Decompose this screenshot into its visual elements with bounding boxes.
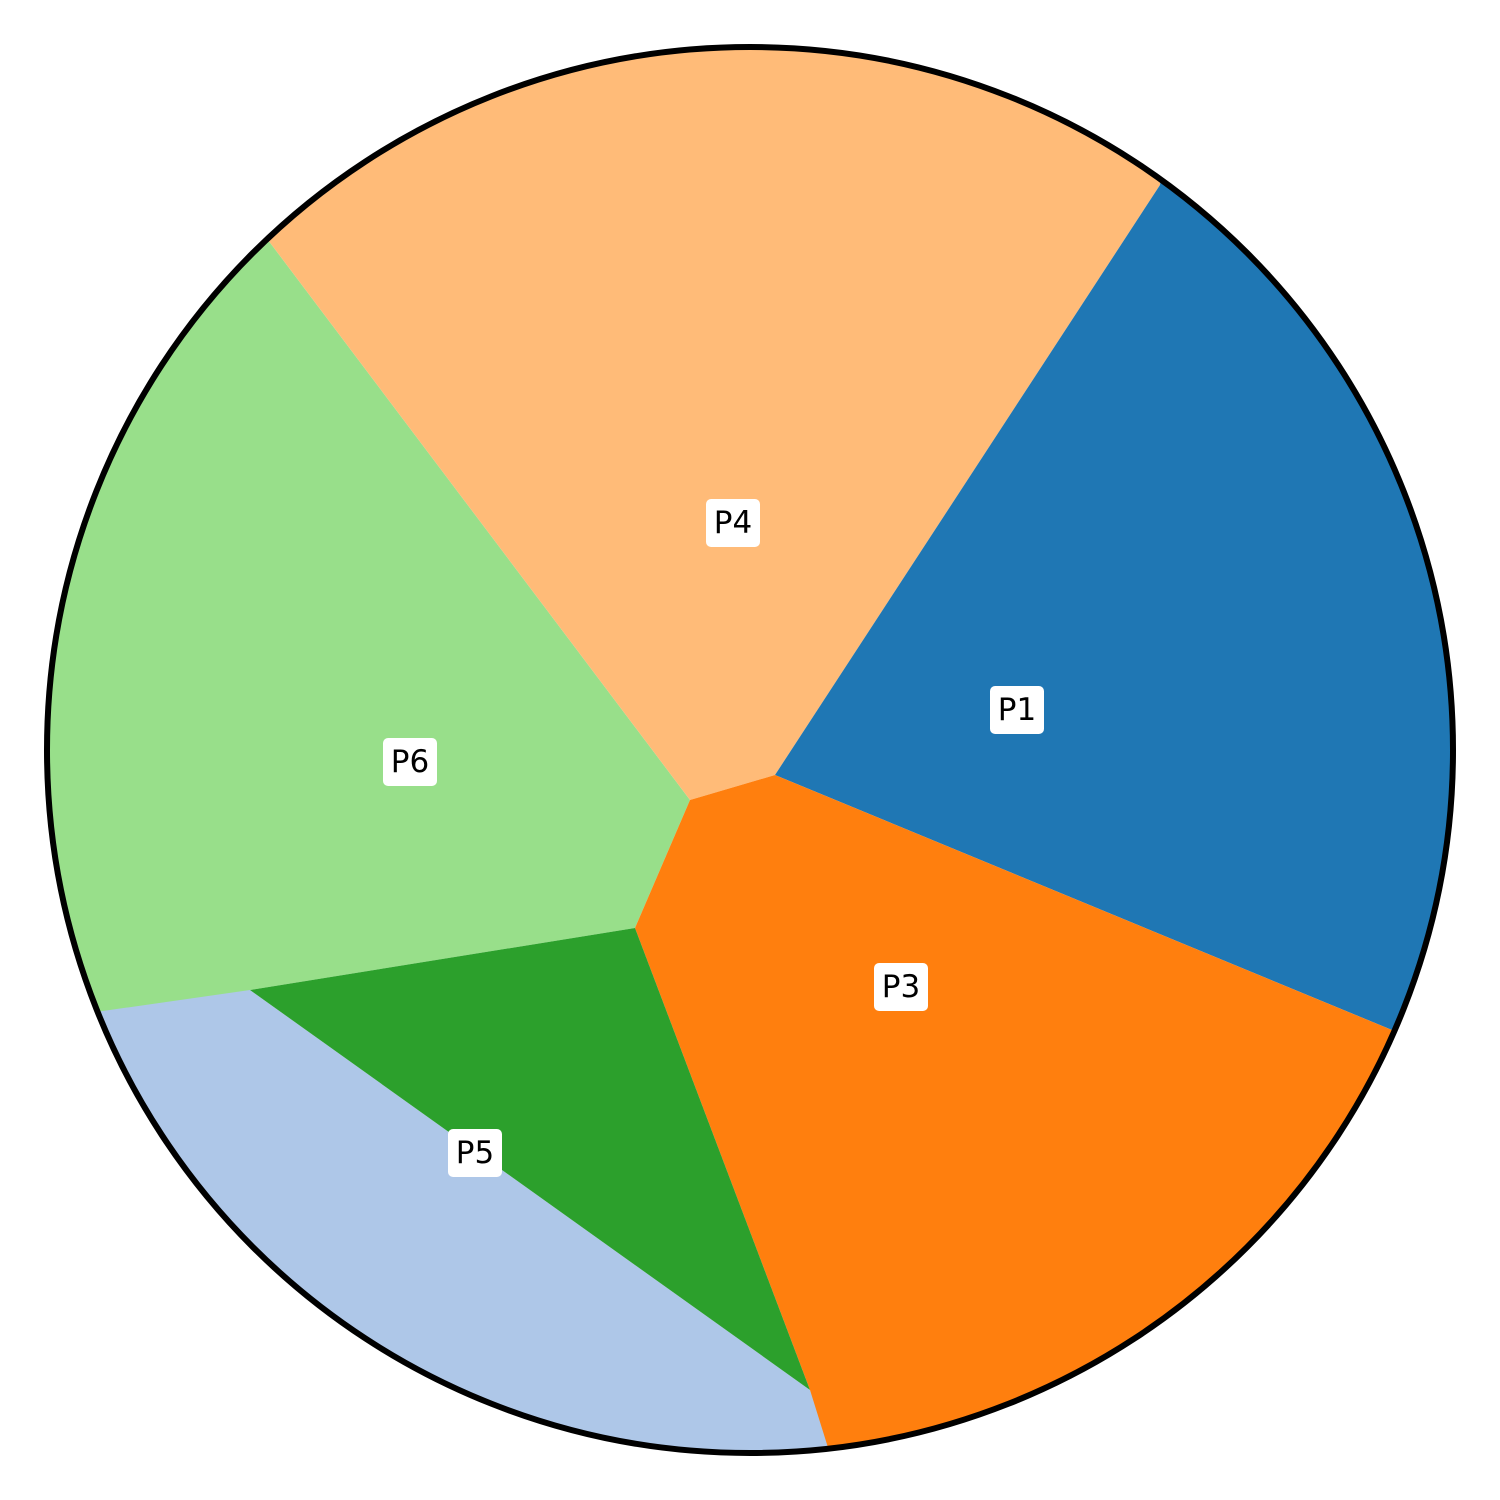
label-p6-text: P6 [391,744,429,780]
regions-group [47,47,1453,1453]
label-p1-text: P1 [998,692,1036,728]
label-p3: P3 [874,963,928,1011]
label-p5: P5 [448,1129,502,1177]
circle-outline [44,44,1456,1456]
label-p5-text: P5 [456,1135,494,1171]
label-p6: P6 [383,738,437,786]
label-p3-text: P3 [882,969,920,1005]
label-p1: P1 [990,686,1044,734]
label-p4-text: P4 [714,505,752,541]
label-p4: P4 [706,499,760,547]
region-p4 [230,47,1180,800]
region-p6 [47,180,690,1020]
region-p5 [250,928,810,1390]
